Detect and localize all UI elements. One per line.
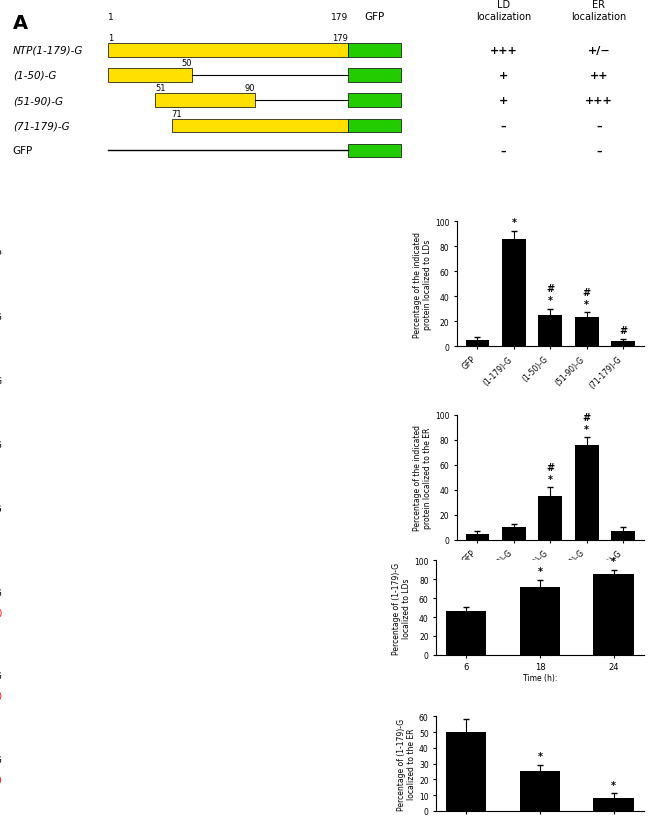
- Text: GFP: GFP: [13, 147, 33, 156]
- Text: (51-90)-G: (51-90)-G: [0, 441, 2, 450]
- Text: –: –: [500, 121, 506, 131]
- Bar: [519, 587, 560, 655]
- Text: GFP: GFP: [30, 227, 45, 236]
- Text: α PDI/
LipidTOX: α PDI/ LipidTOX: [300, 564, 334, 584]
- Text: +: +: [499, 71, 508, 81]
- Text: (1-50)-G: (1-50)-G: [0, 377, 2, 386]
- Text: C: C: [15, 563, 29, 582]
- Text: GFP/
α PDI: GFP/ α PDI: [238, 564, 258, 584]
- Text: B: B: [15, 225, 30, 244]
- Text: ER
localization: ER localization: [571, 0, 627, 22]
- Text: (1-50)-G: (1-50)-G: [13, 71, 57, 81]
- Bar: [172, 120, 348, 133]
- Y-axis label: Percentage of (1-179)-G
localized to the ER: Percentage of (1-179)-G localized to the…: [396, 717, 416, 810]
- Text: ++: ++: [590, 71, 608, 81]
- Text: GFP: GFP: [0, 249, 2, 258]
- Text: +++: +++: [585, 96, 613, 106]
- Text: LipidTOX: LipidTOX: [162, 564, 196, 573]
- Bar: [575, 446, 599, 541]
- Text: (1-179)-G: (1-179)-G: [0, 588, 3, 597]
- Text: GFP: GFP: [365, 11, 385, 22]
- Text: A: A: [13, 14, 28, 33]
- Text: GFP/
LipidTOX: GFP/ LipidTOX: [369, 564, 403, 584]
- Bar: [538, 496, 562, 541]
- Bar: [519, 771, 560, 811]
- Text: +++: +++: [489, 46, 517, 56]
- Bar: [612, 532, 635, 541]
- Text: GFP: GFP: [34, 564, 49, 573]
- Bar: [348, 69, 402, 83]
- Y-axis label: Percentage of the indicated
protein localized to LDs: Percentage of the indicated protein loca…: [413, 231, 432, 337]
- Bar: [109, 44, 348, 57]
- Text: NTP(1-179)-G: NTP(1-179)-G: [13, 46, 83, 56]
- Bar: [109, 69, 192, 83]
- Text: –: –: [596, 121, 602, 131]
- Bar: [348, 44, 402, 57]
- Text: –: –: [596, 147, 602, 156]
- Text: *: *: [611, 556, 616, 566]
- Text: *: *: [538, 567, 542, 577]
- Text: 179: 179: [331, 13, 348, 22]
- Text: (1-179)-G: (1-179)-G: [0, 754, 3, 763]
- Text: (24 h): (24 h): [0, 775, 3, 784]
- Text: (1-179)-G: (1-179)-G: [0, 313, 2, 322]
- Bar: [446, 612, 486, 655]
- Text: #
*: # *: [546, 284, 554, 305]
- Text: 50: 50: [181, 59, 192, 68]
- Text: Merge: Merge: [398, 227, 422, 236]
- Text: –: –: [500, 147, 506, 156]
- Text: 90: 90: [244, 84, 255, 93]
- Text: (6 h): (6 h): [0, 608, 3, 617]
- Bar: [612, 342, 635, 346]
- Text: #
*: # *: [582, 287, 591, 310]
- Text: +: +: [499, 96, 508, 106]
- Text: #: #: [619, 325, 627, 336]
- Text: #
*: # *: [546, 463, 554, 484]
- Bar: [348, 120, 402, 133]
- Text: (1-179)-G: (1-179)-G: [0, 672, 3, 681]
- Bar: [593, 575, 634, 655]
- Text: GFP/
α PDI: GFP/ α PDI: [214, 227, 234, 246]
- Text: +/−: +/−: [588, 46, 610, 56]
- Bar: [348, 94, 402, 108]
- Text: 1: 1: [109, 13, 114, 22]
- Text: LD
localization: LD localization: [476, 0, 531, 22]
- Text: α PDI: α PDI: [90, 227, 110, 236]
- Text: (71-179)-G: (71-179)-G: [13, 121, 70, 131]
- Bar: [465, 534, 489, 541]
- Text: (18 h): (18 h): [0, 691, 3, 700]
- Bar: [465, 341, 489, 346]
- Y-axis label: Percentage of the indicated
protein localized to the ER: Percentage of the indicated protein loca…: [413, 425, 432, 531]
- Text: α PDI: α PDI: [100, 564, 120, 573]
- Bar: [593, 799, 634, 811]
- X-axis label: Time (h):: Time (h):: [523, 673, 557, 682]
- Bar: [502, 239, 526, 346]
- Bar: [348, 144, 402, 158]
- Text: (51-90)-G: (51-90)-G: [13, 96, 63, 106]
- Bar: [575, 318, 599, 346]
- Bar: [502, 527, 526, 541]
- Text: 179: 179: [332, 34, 348, 43]
- Text: 1: 1: [109, 34, 114, 43]
- Text: LipidTOX: LipidTOX: [145, 227, 179, 236]
- Bar: [446, 732, 486, 811]
- Bar: [538, 315, 562, 346]
- Text: #
*: # *: [582, 413, 591, 434]
- Text: *: *: [538, 751, 542, 762]
- Bar: [155, 94, 255, 108]
- Y-axis label: Percentage of (1-179)-G
localized to LDs: Percentage of (1-179)-G localized to LDs: [392, 562, 411, 654]
- Text: (71-179)-G: (71-179)-G: [0, 504, 2, 513]
- Text: *: *: [611, 780, 616, 790]
- Text: 71: 71: [172, 110, 182, 119]
- Text: *: *: [512, 218, 516, 229]
- Text: GFP/
LipidTOX: GFP/ LipidTOX: [332, 227, 365, 246]
- Text: α PDI/
LipidTOX: α PDI/ LipidTOX: [269, 227, 303, 246]
- Text: 51: 51: [155, 84, 166, 93]
